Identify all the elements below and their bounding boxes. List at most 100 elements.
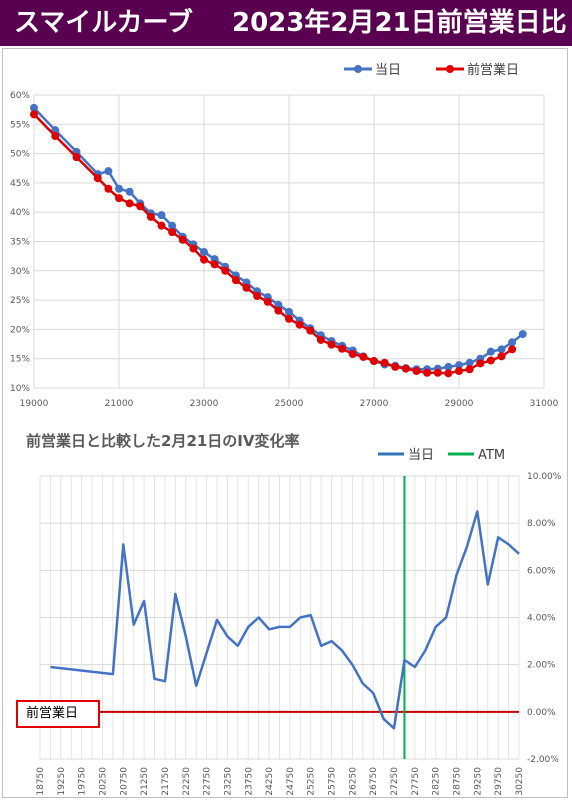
change-x-tick-label: 22750	[203, 767, 213, 796]
change-x-tick-label: 25750	[328, 767, 338, 796]
smile-point-today	[285, 307, 293, 316]
smile-point-previous	[391, 362, 400, 371]
smile-y-tick-label: 30%	[10, 267, 30, 277]
smile-x-tick-label: 27000	[360, 399, 389, 409]
smile-x-tick-label: 29000	[445, 399, 474, 409]
change-chart-title: 前営業日と比較した2月21日のIV変化率	[26, 432, 300, 450]
change-x-tick-label: 28750	[453, 767, 463, 796]
smile-x-tick-label: 31000	[530, 399, 559, 409]
smile-x-tick-label: 25000	[275, 399, 304, 409]
change-x-tick-label: 26250	[348, 767, 358, 796]
change-x-tick-label: 23750	[244, 767, 254, 796]
smile-point-previous	[221, 266, 230, 275]
change-x-tick-label: 29750	[494, 767, 504, 796]
change-x-ticks: 18750 19250 19750 20250 20750 21250 21750 22250…	[36, 767, 525, 796]
smile-point-previous	[433, 368, 442, 377]
smile-point-today	[125, 187, 134, 196]
zero-line-label: 前営業日	[16, 700, 100, 728]
change-x-tick-label: 26750	[369, 767, 379, 796]
smile-x-ticks: 19000 21000 23000 25000 27000 29000 31000	[20, 399, 559, 409]
smile-point-previous	[497, 352, 506, 361]
smile-x-tick-label: 23000	[190, 399, 219, 409]
smile-point-previous	[465, 365, 474, 374]
smile-point-previous	[444, 369, 453, 378]
smile-point-previous	[285, 314, 293, 323]
smile-y-tick-label: 45%	[10, 179, 30, 189]
smile-point-previous	[423, 368, 432, 377]
smile-point-previous	[104, 184, 113, 193]
smile-point-today	[157, 211, 166, 220]
smile-point-today	[486, 347, 495, 356]
smile-point-previous	[210, 260, 219, 269]
smile-y-tick-label: 50%	[10, 150, 30, 160]
change-y-tick-label: 8.00%	[527, 519, 556, 529]
smile-point-previous	[51, 132, 60, 141]
smile-point-today	[497, 345, 506, 354]
smile-y-tick-label: 60%	[10, 91, 30, 101]
smile-point-today	[274, 300, 283, 309]
smile-point-today	[444, 362, 453, 371]
chart-panel	[2, 48, 568, 798]
change-series	[20, 476, 520, 759]
change-x-tick-label: 21250	[140, 767, 150, 796]
smile-point-previous	[508, 345, 517, 354]
smile-point-previous	[168, 228, 177, 237]
smile-point-previous	[401, 364, 410, 373]
smile-point-previous	[338, 344, 347, 353]
smile-gridlines	[33, 94, 545, 389]
smile-point-previous	[274, 306, 283, 315]
change-x-tick-label: 22250	[182, 767, 192, 796]
legend-change-today-label: 当日	[408, 448, 434, 463]
banner-title-left: スマイルカーブ	[14, 8, 193, 38]
smile-point-previous	[455, 367, 463, 376]
smile-x-tick-label: 19000	[20, 399, 49, 409]
smile-point-previous	[253, 291, 262, 300]
change-x-tick-label: 24750	[286, 767, 296, 796]
smile-point-previous	[316, 335, 325, 344]
smile-line-today	[33, 107, 524, 371]
legend-atm-label: ATM	[478, 448, 505, 463]
change-x-tick-label: 25250	[307, 767, 317, 796]
change-y-tick-label: 0.00%	[527, 708, 556, 718]
legend-previous-label: 前営業日	[467, 62, 519, 78]
banner-title-right: 2023年2月21日前営業日比	[232, 8, 567, 38]
smile-point-previous	[242, 283, 251, 292]
smile-x-tick-label: 21000	[105, 399, 134, 409]
smile-point-today	[168, 221, 177, 230]
smile-point-today	[465, 358, 474, 367]
smile-point-previous	[476, 359, 485, 368]
smile-y-tick-label: 15%	[10, 355, 30, 365]
change-legend: 当日 ATM	[378, 448, 505, 463]
change-x-tick-label: 30250	[515, 767, 525, 796]
change-x-tick-label: 20250	[98, 767, 108, 796]
smile-point-today	[200, 248, 208, 257]
smile-y-tick-label: 20%	[10, 325, 30, 335]
smile-point-previous	[359, 352, 368, 361]
smile-point-today	[508, 338, 517, 347]
change-x-tick-label: 18750	[36, 767, 46, 796]
smile-y-ticks: 10% 15% 20% 25% 30% 35% 40% 45% 50% 55% 60%	[10, 91, 30, 394]
legend-today-marker	[354, 65, 362, 73]
change-line-today	[50, 510, 520, 730]
smile-y-tick-label: 55%	[10, 120, 30, 130]
title-banner: スマイルカーブ 2023年2月21日前営業日比	[0, 0, 572, 46]
smile-point-previous	[295, 320, 304, 329]
smile-point-previous	[30, 110, 38, 119]
change-x-tick-label: 21750	[161, 767, 171, 796]
smile-point-previous	[306, 326, 315, 335]
smile-point-previous	[380, 358, 389, 367]
smile-point-previous	[263, 297, 272, 306]
smile-point-previous	[115, 194, 123, 203]
smile-y-tick-label: 25%	[10, 296, 30, 306]
smile-point-previous	[231, 276, 240, 285]
legend-today-label: 当日	[375, 63, 401, 78]
smile-point-previous	[157, 221, 166, 230]
smile-point-today	[518, 330, 527, 339]
change-y-tick-label: -2.00%	[527, 755, 559, 765]
smile-point-previous	[146, 212, 155, 221]
smile-y-tick-label: 10%	[10, 384, 30, 394]
change-x-tick-label: 27750	[411, 767, 421, 796]
smile-y-tick-label: 40%	[10, 208, 30, 218]
change-x-tick-label: 24250	[265, 767, 275, 796]
